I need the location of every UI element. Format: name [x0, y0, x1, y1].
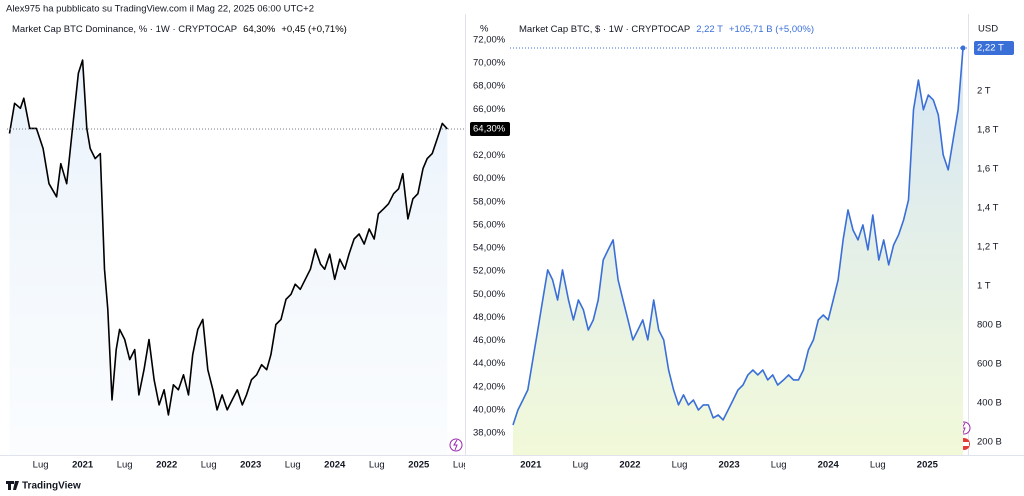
x-tick-label: Lug — [33, 460, 49, 471]
line — [512, 47, 964, 426]
y-tick-label: 1,2 T — [977, 241, 999, 252]
currency-label: % — [480, 24, 489, 35]
y-tick-label: 54,00% — [473, 243, 506, 254]
x-tick-label: Lug — [672, 460, 688, 471]
legend-title: Market Cap BTC Dominance, % · 1W · CRYPT… — [12, 24, 237, 35]
x-tick-label: Lug — [285, 460, 301, 471]
y-tick-label: 70,00% — [473, 58, 506, 69]
x-tick-label: Lug — [117, 460, 133, 471]
y-tick-label: 52,00% — [473, 266, 506, 277]
header: Alex975 ha pubblicato su TradingView.com… — [6, 4, 314, 15]
x-tick-label: 2024 — [818, 460, 840, 471]
y-tick-label: 66,00% — [473, 104, 506, 115]
x-tick-label: 2022 — [156, 460, 177, 471]
x-tick-label: 2021 — [520, 460, 542, 471]
price-label-text: 2,22 T — [977, 43, 1004, 54]
x-tick-label: Lug — [453, 460, 469, 471]
y-tick-label: 62,00% — [473, 150, 506, 161]
y-tick-label: 60,00% — [473, 173, 506, 184]
plot — [8, 59, 448, 455]
y-tick-label: 200 B — [977, 436, 1002, 447]
logo — [6, 481, 19, 490]
legend-last-value-label: 64,30% — [243, 24, 276, 35]
x-tick-label: 2022 — [619, 460, 640, 471]
y-tick-label: 46,00% — [473, 335, 506, 346]
y-tick-label: 400 B — [977, 397, 1002, 408]
y-tick-label: 1,6 T — [977, 163, 999, 174]
icon — [449, 438, 463, 452]
x-tick-label: Lug — [572, 460, 588, 471]
x-axis: Lug 2021 Lug 2022 Lug 2023 Lug 2024 Lug 2025 Lug — [33, 460, 469, 471]
plot — [512, 47, 964, 455]
currency-label: USD — [978, 24, 998, 35]
legend-change: +0,45 (+0,71%) — [281, 24, 347, 35]
legend-change: +105,71 B (+5,00%) — [729, 24, 814, 35]
x-tick-label: Lug — [369, 460, 385, 471]
y-tick-label: 56,00% — [473, 219, 506, 230]
x-tick-label: 2024 — [324, 460, 346, 471]
y-tick-label: 40,00% — [473, 404, 506, 415]
legend: Market Cap BTC, $ · 1W · CRYPTOCAP 2,22 T… — [519, 24, 814, 35]
x-tick-label: 2023 — [719, 460, 740, 471]
y-tick-label: 50,00% — [473, 289, 506, 300]
y-tick-label: 1,8 T — [977, 124, 999, 135]
y-tick-label: 1 T — [977, 280, 991, 291]
y-tick-label: 600 B — [977, 358, 1002, 369]
last-point — [960, 45, 966, 51]
area-fill — [9, 60, 448, 455]
y-tick-label: 42,00% — [473, 381, 506, 392]
x-axis: 2021 Lug 2022 Lug 2023 Lug 2024 Lug 2025 — [520, 460, 938, 471]
brand: TradingView — [22, 481, 81, 492]
price-label — [470, 121, 510, 136]
y-tick-label: 72,00% — [473, 34, 506, 45]
y-tick-label: 38,00% — [473, 428, 506, 439]
x-tick-label: 2021 — [72, 460, 94, 471]
x-tick-label: 2025 — [917, 460, 939, 471]
legend: Market Cap BTC Dominance, % · 1W · CRYPT… — [12, 24, 347, 35]
y-tick-label: 58,00% — [473, 196, 506, 207]
area-fill — [512, 48, 964, 455]
y-tick-label: 48,00% — [473, 312, 506, 323]
price-label-text: 64,30% — [473, 123, 506, 134]
y-tick-label: 2 T — [977, 85, 991, 96]
x-tick-label: Lug — [771, 460, 787, 471]
y-tick-label: 68,00% — [473, 81, 506, 92]
legend-last-value-label: 2,22 T — [696, 24, 723, 35]
price-label — [974, 41, 1014, 56]
y-tick-label: 1,4 T — [977, 202, 999, 213]
legend-title: Market Cap BTC, $ · 1W · CRYPTOCAP — [519, 24, 690, 35]
y-tick-label: 800 B — [977, 319, 1002, 330]
line — [8, 59, 448, 416]
x-tick-label: Lug — [870, 460, 886, 471]
x-tick-label: Lug — [201, 460, 217, 471]
y-tick-label: 44,00% — [473, 358, 506, 369]
x-tick-label: 2025 — [408, 460, 430, 471]
x-tick-label: 2023 — [240, 460, 261, 471]
